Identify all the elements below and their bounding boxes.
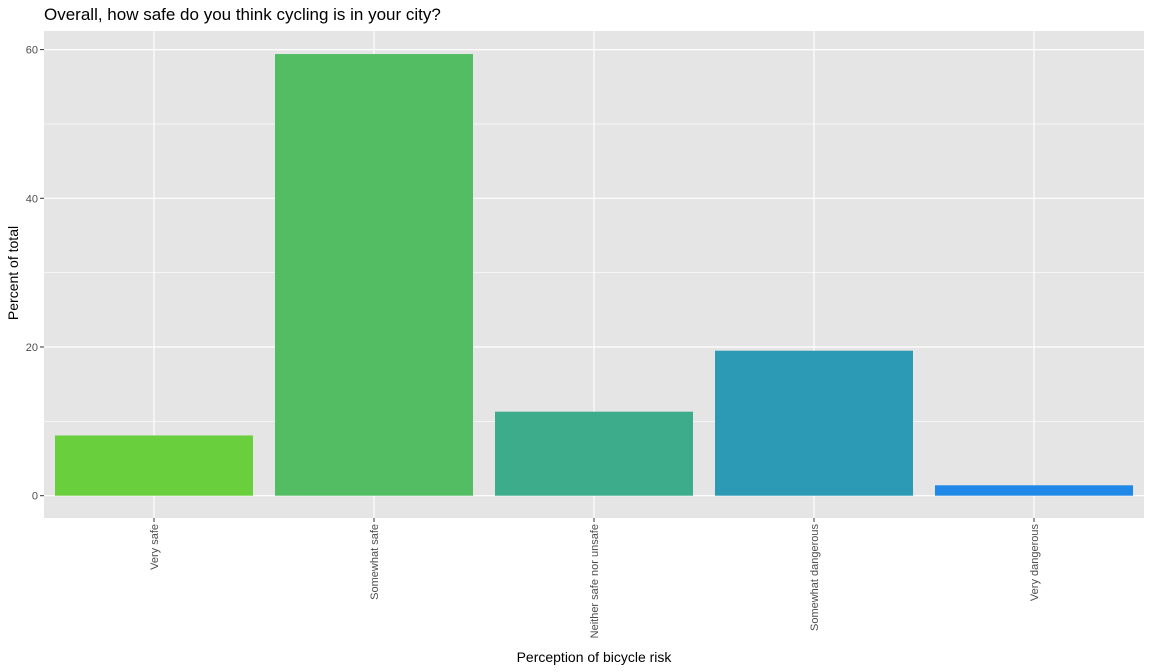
x-tick-label: Somewhat dangerous <box>809 524 821 632</box>
x-tick-label: Very safe <box>149 524 161 570</box>
x-axis: Very safe Somewhat safe Neither safe nor u… <box>149 518 1041 638</box>
bar-very-safe <box>55 435 253 496</box>
x-tick-label: Very dangerous <box>1029 524 1041 602</box>
y-axis-title: Percent of total <box>5 226 21 320</box>
chart-title: Overall, how safe do you think cycling i… <box>44 5 441 24</box>
bars <box>55 54 1133 496</box>
bar-very-dangerous <box>935 485 1133 496</box>
x-tick-label: Neither safe nor unsafe <box>589 524 601 638</box>
x-tick-label: Somewhat safe <box>369 524 381 600</box>
y-tick-label: 40 <box>26 193 38 205</box>
y-axis: 0 20 40 60 <box>26 45 44 503</box>
y-tick-label: 60 <box>26 45 38 57</box>
y-tick-label: 0 <box>32 491 38 503</box>
x-axis-title: Perception of bicycle risk <box>517 649 673 665</box>
bar-neither-safe-nor-unsafe <box>495 411 693 496</box>
bar-somewhat-dangerous <box>715 350 913 496</box>
bar-somewhat-safe <box>275 54 473 496</box>
y-tick-label: 20 <box>26 342 38 354</box>
